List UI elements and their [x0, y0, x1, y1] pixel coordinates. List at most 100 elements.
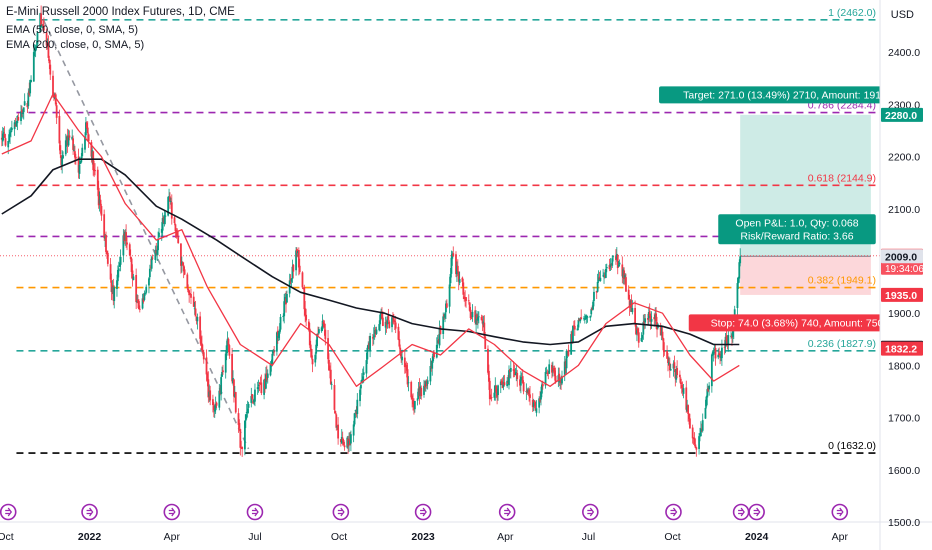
- candle-body: [540, 384, 543, 394]
- candle-body: [209, 390, 212, 401]
- candle-body: [104, 236, 106, 239]
- event-marker-icon[interactable]: [81, 503, 98, 521]
- candle: [289, 274, 292, 285]
- candle: [125, 224, 128, 248]
- candle-body: [680, 384, 683, 389]
- candle: [565, 349, 568, 374]
- candle: [424, 379, 427, 392]
- candle: [676, 360, 679, 379]
- candle: [330, 381, 333, 390]
- candle: [334, 410, 337, 415]
- candle: [208, 384, 211, 402]
- candle: [258, 381, 261, 392]
- candle: [707, 385, 710, 393]
- candle-body: [273, 351, 276, 353]
- event-marker-icon[interactable]: [332, 503, 350, 521]
- candle-body: [653, 317, 656, 320]
- event-marker-icon[interactable]: [582, 503, 599, 521]
- indicator-ema50-legend[interactable]: EMA (50, close, 0, SMA, 5): [6, 24, 139, 36]
- event-marker-icon[interactable]: [831, 503, 849, 521]
- candle: [205, 349, 208, 382]
- candle-body: [438, 327, 441, 346]
- candle-body: [130, 258, 133, 272]
- event-marker-icon[interactable]: [0, 503, 17, 521]
- candle: [200, 330, 202, 347]
- candle: [14, 117, 17, 127]
- candle-body: [162, 216, 165, 223]
- candle: [60, 155, 63, 171]
- candle-body: [541, 383, 544, 387]
- event-marker-icon[interactable]: [498, 503, 516, 521]
- currency-label[interactable]: USD: [890, 9, 914, 21]
- candle: [84, 117, 87, 141]
- candle-body: [391, 317, 393, 328]
- candle: [465, 296, 467, 308]
- event-marker-icon[interactable]: [414, 503, 432, 521]
- candle-body: [292, 264, 295, 272]
- event-marker-icon[interactable]: [163, 503, 181, 521]
- candle: [188, 289, 191, 303]
- candle: [290, 277, 293, 288]
- event-markers: [0, 503, 849, 521]
- candle: [494, 377, 497, 401]
- candle-body: [384, 321, 387, 328]
- candle-body: [567, 349, 570, 356]
- candle-body: [253, 399, 255, 403]
- candle-body: [442, 316, 445, 334]
- candle: [301, 271, 304, 289]
- candle: [335, 413, 338, 431]
- candle: [416, 391, 419, 406]
- candle: [379, 312, 382, 331]
- candle-body: [297, 250, 300, 268]
- candle-body: [532, 402, 535, 407]
- candle: [73, 144, 75, 152]
- candle: [100, 203, 103, 221]
- candle: [660, 325, 663, 341]
- candle: [548, 359, 551, 374]
- event-marker-icon[interactable]: [748, 503, 765, 521]
- indicator-ema200-legend[interactable]: EMA (200, close, 0, SMA, 5): [6, 39, 145, 51]
- candle: [615, 247, 618, 262]
- candle: [45, 28, 48, 50]
- candle: [250, 387, 253, 408]
- candle-body: [496, 390, 499, 397]
- event-marker-icon[interactable]: [246, 503, 264, 521]
- candle-body: [463, 296, 466, 300]
- candle: [413, 398, 415, 415]
- candle: [41, 23, 43, 29]
- candle: [527, 387, 530, 395]
- candle-body: [208, 391, 211, 397]
- candle-body: [380, 311, 382, 316]
- event-marker-icon[interactable]: [665, 503, 682, 521]
- price-tick-label: 2100.0: [888, 204, 920, 216]
- candle: [85, 121, 88, 130]
- candle-body: [397, 326, 400, 340]
- candle-body: [487, 348, 489, 373]
- candle: [97, 180, 100, 209]
- candle-body: [685, 387, 688, 410]
- candle: [630, 294, 633, 313]
- time-tick-label: 2022: [78, 531, 102, 543]
- candle-body: [238, 422, 241, 429]
- candle: [298, 258, 301, 275]
- candle-body: [21, 113, 24, 115]
- candle: [693, 432, 696, 447]
- candle: [621, 256, 624, 284]
- candle-body: [221, 371, 223, 377]
- event-marker-icon[interactable]: [732, 503, 750, 521]
- candle-body: [566, 351, 569, 353]
- candle-body: [474, 310, 477, 323]
- candle: [68, 130, 71, 141]
- event-marker-arrow: [5, 507, 13, 517]
- candle-body: [96, 169, 99, 190]
- candle-body: [519, 379, 521, 386]
- candle-body: [602, 275, 605, 277]
- candle: [232, 370, 234, 386]
- candle: [65, 135, 68, 147]
- candle-body: [168, 196, 170, 198]
- candle: [305, 308, 308, 327]
- candle: [277, 331, 280, 341]
- price-tick-label: 1600.0: [888, 465, 920, 477]
